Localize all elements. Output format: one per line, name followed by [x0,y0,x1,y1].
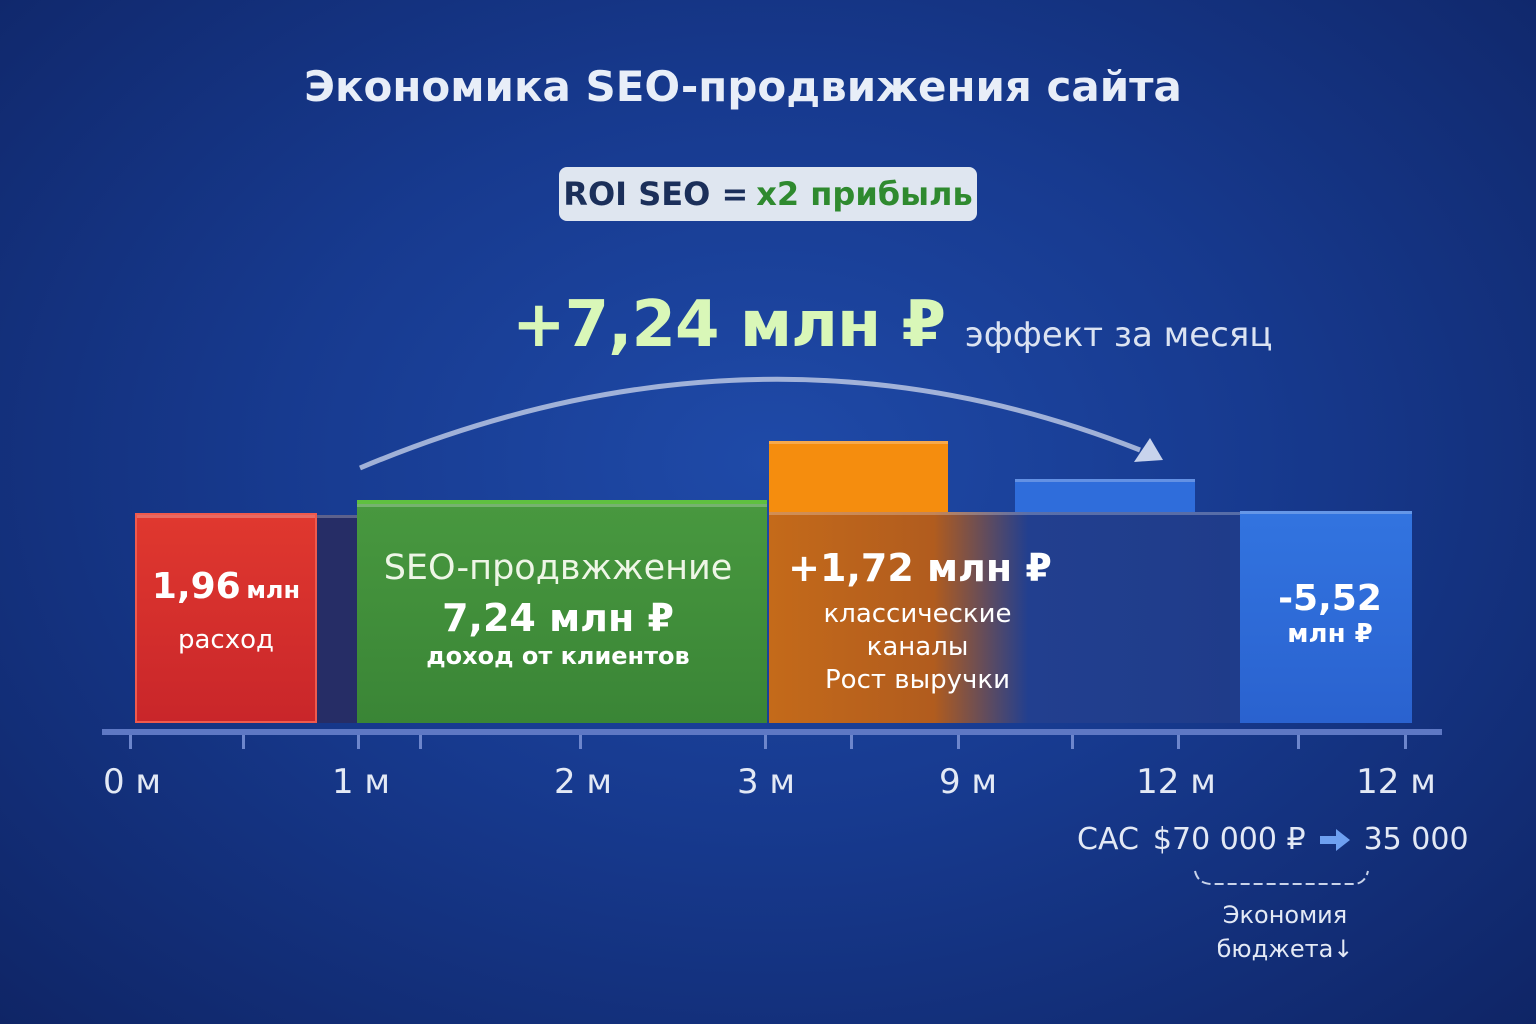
tick [579,735,582,749]
seo-value: 7,24 млн ₽ [442,596,674,640]
tick [357,735,360,749]
expense-unit: млн [246,576,301,604]
cac-row: CAC $70 000 ₽ 35 000 [1077,822,1469,857]
tick [957,735,960,749]
expense-value: 1,96 [151,566,241,607]
seo-title: SEO-продвжжение [383,548,733,588]
roi-prefix: ROI SEO = [563,175,749,213]
savings-line-2: бюджета↓ [1216,935,1354,963]
cac-to: 35 000 [1363,822,1469,857]
arrow-right-icon [1319,828,1350,851]
headline-caption: эффект за месяц [965,315,1273,355]
savings-line-1: Экономия [1222,901,1348,929]
tick [1071,735,1074,749]
cac-from: $70 000 ₽ [1152,822,1306,857]
tick [1297,735,1300,749]
classic-caption-2: каналы [866,632,969,662]
roi-value: x2 прибыль [756,175,973,213]
headline: +7,24 млн ₽ эффект за месяц [512,288,1272,362]
result-bar [1240,511,1412,723]
x-tick-label: 3 м [736,762,796,802]
x-axis [102,729,1442,735]
savings-note: Экономия бюджета↓ [1190,898,1380,966]
classic-value: +1,72 млн ₽ [788,546,1052,590]
x-tick-label: 2 м [553,762,613,802]
tick [764,735,767,749]
x-tick-label: 1 м [331,762,391,802]
tick [1177,735,1180,749]
result-unit: млн ₽ [1287,619,1373,649]
x-tick-label: 12 м [1136,762,1216,802]
classic-top-bar [769,441,948,513]
expense-label: 1,96 млн расход [135,566,317,655]
tick [129,735,132,749]
x-tick-label: 12 м [1356,762,1436,802]
seo-caption: доход от клиентов [426,642,690,670]
result-label: -5,52 млн ₽ [1240,578,1420,649]
seo-label: SEO-продвжжение 7,24 млн ₽ доход от клие… [357,548,759,670]
seo-bar [357,500,767,723]
headline-value: +7,24 млн ₽ [512,288,946,362]
x-tick-label: 9 м [938,762,998,802]
roi-badge: ROI SEO = x2 прибыль [559,167,977,221]
classic-bar [769,512,1240,723]
chart-title: Экономика SEO-продвижения сайта [304,62,1182,111]
expense-caption: расход [177,625,274,655]
classic-label: +1,72 млн ₽ классические каналы Рост выр… [780,546,1060,697]
tick [850,735,853,749]
tick [242,735,245,749]
cac-label: CAC [1077,822,1139,857]
brace-icon [1194,870,1369,885]
gap-block [317,515,357,723]
expense-bar [135,513,317,723]
result-value: -5,52 [1278,578,1382,619]
x-tick-label: 0 м [102,762,162,802]
tick [419,735,422,749]
tick [1404,735,1407,749]
classic-caption-1: классические [823,599,1012,629]
classic-caption-3: Рост выручки [825,665,1010,695]
